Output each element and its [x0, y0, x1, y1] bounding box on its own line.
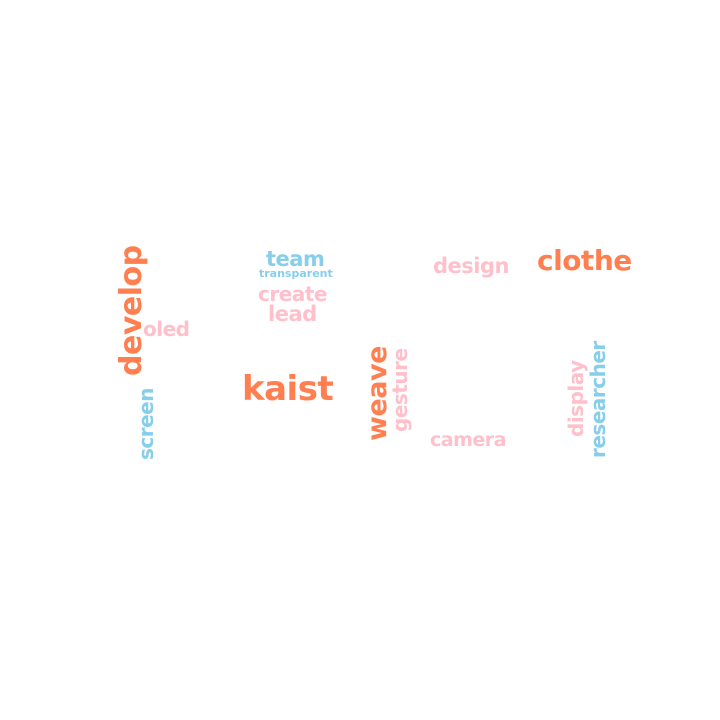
word-clothe: clothe [537, 244, 632, 277]
word-team: team [266, 247, 325, 271]
word-develop: develop [114, 245, 149, 376]
word-lead: lead [268, 302, 317, 326]
word-design: design [433, 254, 509, 278]
word-screen: screen [134, 388, 158, 460]
word-researcher: researcher [586, 341, 610, 458]
word-transparent: transparent [259, 267, 333, 280]
word-kaist: kaist [242, 369, 334, 409]
word-create: create [258, 282, 327, 306]
word-weave: weave [362, 346, 393, 441]
word-camera: camera [430, 429, 506, 451]
word-gesture: gesture [388, 348, 412, 432]
word-oled: oled [143, 317, 190, 341]
word-display: display [564, 360, 588, 437]
